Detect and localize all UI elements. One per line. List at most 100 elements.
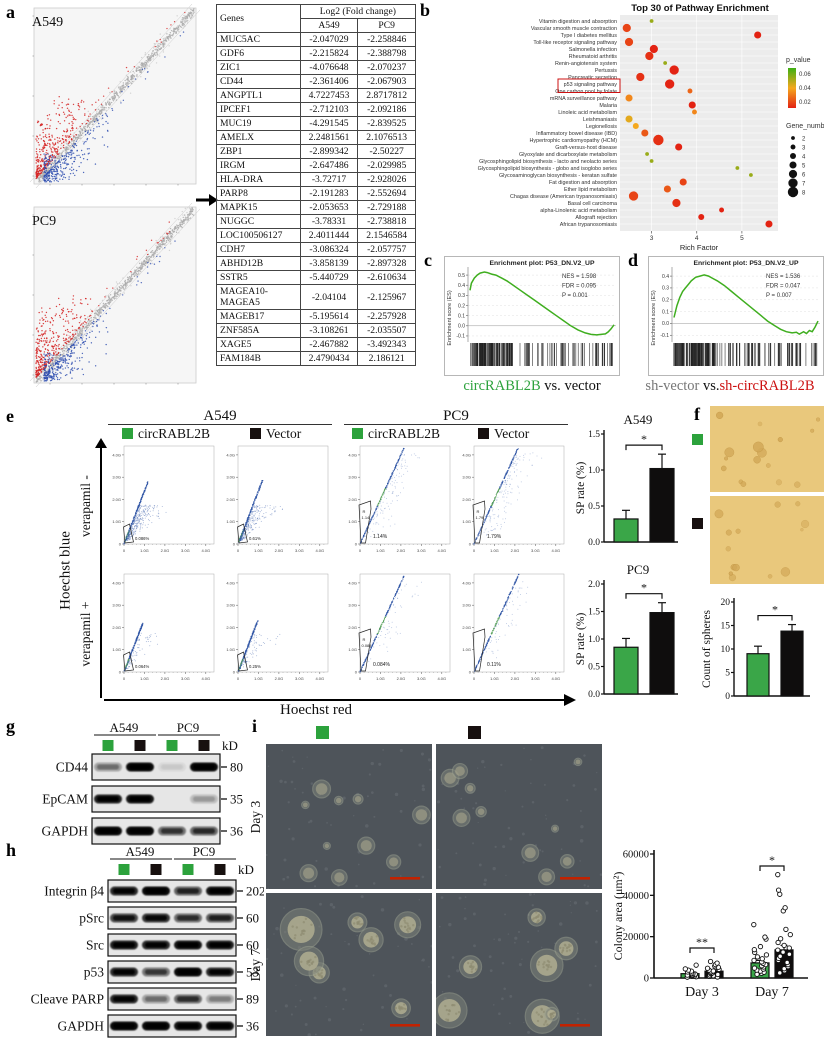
y-tick-label: 3.0G (226, 475, 235, 480)
pathway-label: Hypertrophic cardiomyopathy (HCM) (530, 138, 618, 144)
fold-change-value: -2.839525 (357, 116, 416, 131)
scatter-point (142, 265, 145, 267)
scatter-point-up (69, 114, 71, 117)
scatter-point-down (58, 358, 61, 360)
event-point (244, 525, 246, 527)
event-point (252, 516, 254, 518)
scatter-point (156, 248, 158, 250)
event-point (251, 507, 253, 509)
panel-c-label: c (424, 250, 432, 270)
caption-segment: sh-vector (645, 378, 700, 394)
x-tick-label: 0 (123, 548, 126, 553)
scatter-point-up (55, 313, 57, 315)
scatter-point-down (105, 113, 107, 115)
gene-name: CDH7 (216, 242, 301, 257)
event-point (252, 504, 254, 506)
event-point (127, 534, 129, 536)
scatter-point-up (36, 156, 39, 158)
scatter-point-up (39, 148, 41, 151)
scatter-point (87, 322, 90, 325)
scatter-point (78, 329, 80, 331)
scatter-point-down (84, 130, 87, 133)
scatter-point (122, 288, 125, 290)
event-point (136, 523, 138, 525)
legend-a549-vector: Vector (250, 426, 301, 442)
event-point (125, 539, 127, 541)
scatter-point (96, 111, 98, 113)
event-point (129, 538, 131, 540)
scatter-point (169, 240, 171, 243)
scatter-point-down (61, 365, 63, 367)
event-point (146, 506, 148, 508)
scatter-point-up (42, 139, 45, 142)
scatter-point-up (48, 143, 51, 145)
scatter-point (132, 74, 135, 77)
event-point (245, 525, 247, 527)
scatter-point (137, 67, 139, 69)
x-tick-label: 4 (695, 235, 699, 242)
scatter-point (148, 65, 151, 67)
event-point (244, 523, 246, 525)
y-tick-label: 0 (233, 542, 236, 547)
scatter-point-down (50, 154, 52, 157)
gene-name: GDF6 (216, 46, 301, 61)
scatter-point-up (72, 318, 74, 320)
event-point (136, 528, 138, 530)
scatter-point (71, 140, 73, 142)
event-point (126, 538, 128, 540)
event-point (242, 538, 244, 540)
scatter-point (80, 128, 83, 130)
fold-change-value: -3.78331 (299, 214, 359, 229)
scatter-point-up (41, 325, 43, 327)
scatter-point-up (67, 320, 69, 322)
scatter-point (74, 138, 77, 140)
y-tick-label: 0.5 (458, 273, 465, 279)
scatter-point (157, 45, 160, 47)
event-point (257, 510, 259, 512)
scatter-point-up (53, 100, 55, 102)
scatter-point (104, 102, 107, 104)
scatter-point (188, 16, 191, 18)
fold-change-value: -2.047029 (299, 32, 359, 47)
x-tick-label: 4.0G (315, 548, 324, 553)
scatter-point-up (39, 334, 41, 337)
scatter-point-up (41, 365, 43, 367)
scatter-point (189, 7, 191, 9)
event-point (138, 513, 140, 515)
scatter-point-down (49, 352, 51, 355)
event-point (274, 511, 276, 513)
scatter-point-down (106, 146, 109, 148)
event-point (129, 536, 131, 538)
event-point (127, 533, 129, 535)
scatter-point-down (96, 324, 98, 326)
event-point (254, 497, 256, 499)
scatter-point-down (74, 340, 76, 343)
scatter-point (122, 86, 124, 89)
pathway-dot (645, 51, 654, 61)
event-point (241, 536, 243, 538)
scatter-point-down (71, 361, 73, 364)
scatter-point (156, 251, 158, 254)
scatter-point-down (56, 378, 59, 381)
scatter-point-up (80, 299, 82, 301)
scatter-point (171, 234, 174, 236)
scatter-point (116, 283, 119, 285)
scatter-point (126, 283, 128, 285)
event-point (259, 504, 261, 506)
scatter-point (100, 112, 103, 114)
event-point (132, 533, 134, 535)
scatter-point (104, 108, 106, 111)
scatter-point-up (50, 151, 53, 153)
scatter-point (148, 259, 150, 261)
row-label-verapamil-minus: verapamil - (78, 475, 93, 537)
scatter-point-up (42, 129, 44, 131)
scatter-point (131, 77, 133, 79)
scatter-point-down (101, 117, 104, 119)
scatter-point-up (41, 335, 44, 337)
event-point (145, 487, 147, 489)
scatter-point-up (51, 153, 54, 156)
x-axis-arrow (104, 694, 576, 706)
scatter-point (59, 152, 61, 154)
scatter-point-up (46, 123, 48, 126)
